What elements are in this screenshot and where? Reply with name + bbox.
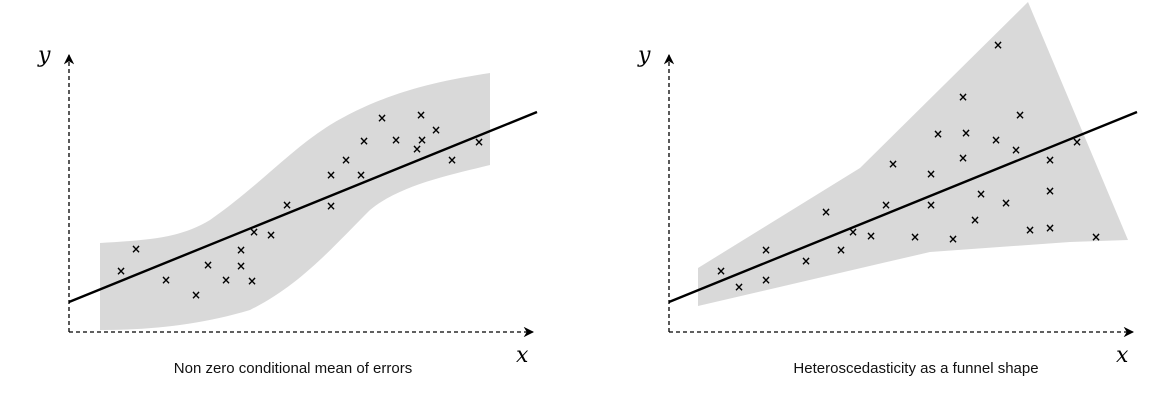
data-point: ×	[131, 242, 141, 256]
data-point: ×	[1045, 221, 1055, 235]
data-point: ×	[416, 108, 426, 122]
data-point: ×	[821, 205, 831, 219]
data-point: ×	[734, 280, 744, 294]
data-point: ×	[341, 153, 351, 167]
data-point: ×	[993, 38, 1003, 52]
panel-heteroscedasticity: × × × × × × × × × × × × × × × × × × × × × × × × × × × × × × × × y x Het…	[637, 2, 1138, 377]
data-point: ×	[1045, 153, 1055, 167]
y-axis-label: y	[637, 43, 651, 68]
y-axis-label: y	[37, 43, 51, 68]
data-point: ×	[191, 288, 201, 302]
data-point: ×	[716, 264, 726, 278]
error-band	[100, 73, 490, 330]
data-point: ×	[359, 134, 369, 148]
data-point: ×	[221, 273, 231, 287]
data-point: ×	[761, 243, 771, 257]
data-point: ×	[266, 228, 276, 242]
data-point: ×	[391, 133, 401, 147]
data-point: ×	[203, 258, 213, 272]
data-point: ×	[976, 187, 986, 201]
data-point: ×	[926, 167, 936, 181]
data-point: ×	[1001, 196, 1011, 210]
data-point: ×	[991, 133, 1001, 147]
data-point: ×	[1091, 230, 1101, 244]
data-point: ×	[961, 126, 971, 140]
data-point: ×	[236, 243, 246, 257]
data-point: ×	[417, 133, 427, 147]
data-point: ×	[1025, 223, 1035, 237]
data-point: ×	[910, 230, 920, 244]
data-point: ×	[933, 127, 943, 141]
data-point: ×	[926, 198, 936, 212]
data-point: ×	[431, 123, 441, 137]
data-point: ×	[836, 243, 846, 257]
caption: Heteroscedasticity as a funnel shape	[793, 360, 1038, 377]
data-point: ×	[161, 273, 171, 287]
error-funnel	[698, 2, 1128, 306]
data-point: ×	[866, 229, 876, 243]
data-point: ×	[1072, 135, 1082, 149]
x-axis-label: x	[1116, 343, 1129, 368]
data-point: ×	[326, 168, 336, 182]
data-point: ×	[1011, 143, 1021, 157]
data-point: ×	[249, 225, 259, 239]
data-point: ×	[888, 157, 898, 171]
data-point: ×	[236, 259, 246, 273]
data-point: ×	[958, 90, 968, 104]
data-point: ×	[356, 168, 366, 182]
caption: Non zero conditional mean of errors	[174, 360, 412, 377]
x-axis-label: x	[516, 343, 529, 368]
data-point: ×	[761, 273, 771, 287]
data-point: ×	[247, 274, 257, 288]
points: ×××××××××× ×××××××××××××××	[116, 108, 484, 302]
points: × × × × × × × × × × × × × × × × × × × × × × × × × × × × × × × ×	[716, 38, 1101, 294]
data-point: ×	[447, 153, 457, 167]
data-point: ×	[474, 135, 484, 149]
data-point: ×	[116, 264, 126, 278]
data-point: ×	[958, 151, 968, 165]
data-point: ×	[412, 142, 422, 156]
data-point: ×	[801, 254, 811, 268]
data-point: ×	[848, 225, 858, 239]
panel-non-zero-mean: ×××××××××× ××××××××××××××× y x Non zero c…	[37, 43, 538, 377]
regression-line	[68, 110, 538, 304]
data-point: ×	[377, 111, 387, 125]
data-point: ×	[970, 213, 980, 227]
data-point: ×	[948, 232, 958, 246]
data-point: ×	[282, 198, 292, 212]
data-point: ×	[881, 198, 891, 212]
regression-line	[668, 110, 1138, 304]
data-point: ×	[1045, 184, 1055, 198]
data-point: ×	[326, 199, 336, 213]
data-point: ×	[1015, 108, 1025, 122]
